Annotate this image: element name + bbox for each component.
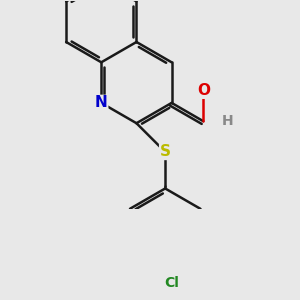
Text: O: O [197, 83, 210, 98]
Text: N: N [95, 95, 108, 110]
Text: S: S [160, 144, 171, 159]
Text: Cl: Cl [164, 276, 179, 290]
Text: H: H [222, 114, 233, 128]
